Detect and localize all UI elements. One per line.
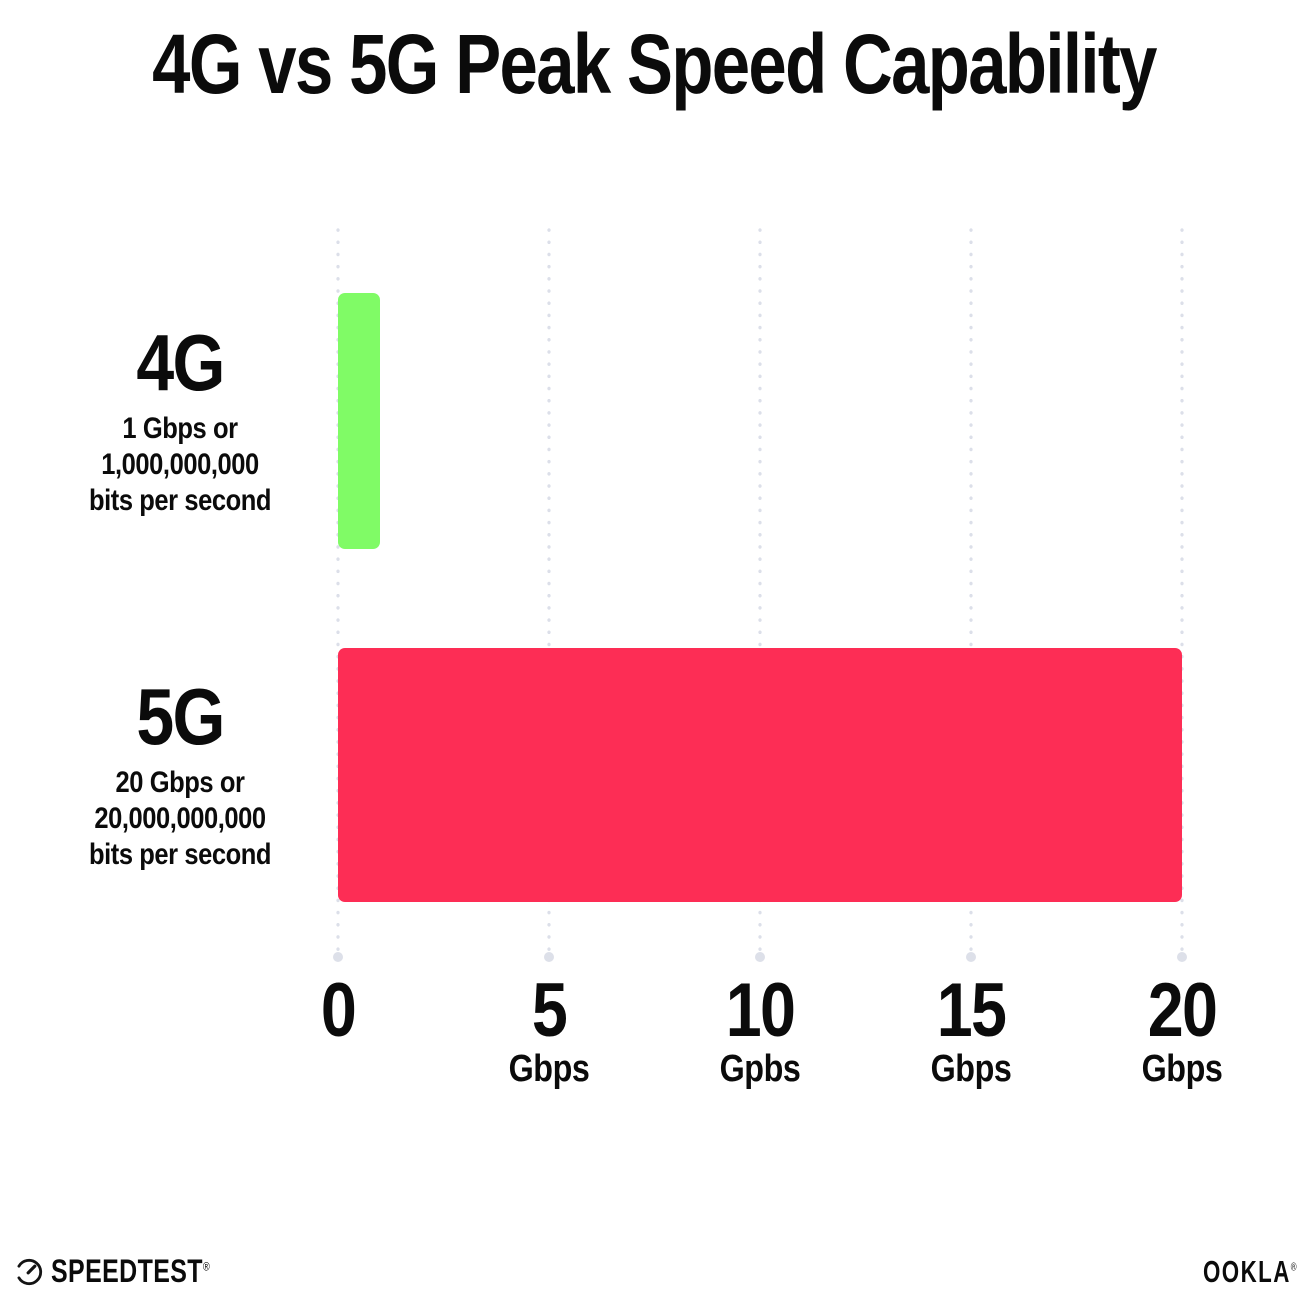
- x-tick-15: 15 Gbps: [930, 968, 1012, 1090]
- tick-value: 15: [936, 968, 1007, 1053]
- x-tick-20: 20 Gbps: [1141, 968, 1223, 1090]
- tick-value: 0: [320, 968, 357, 1053]
- bar-4g: [338, 293, 381, 549]
- row-label-4g: 4G 1 Gbps or 1,000,000,000 bits per second: [53, 323, 308, 519]
- tick-unit: Gbps: [1141, 1048, 1223, 1090]
- plot-area: [336, 224, 1184, 958]
- category-sublabel-line: 1 Gbps or: [122, 412, 238, 445]
- speedtest-logo: SPEEDTEST®: [14, 1253, 255, 1290]
- x-tick-0: 0: [320, 968, 357, 1053]
- gridline-0: [336, 224, 340, 958]
- ookla-wordmark-text: OOKLA: [1202, 1254, 1291, 1289]
- gridline-10: [758, 224, 762, 958]
- tick-unit: Gbps: [508, 1048, 590, 1090]
- row-label-5g: 5G 20 Gbps or 20,000,000,000 bits per secon…: [53, 677, 308, 873]
- gridline-5: [547, 224, 551, 958]
- ookla-logo: OOKLA®: [1203, 1254, 1298, 1290]
- tick-unit: Gbps: [930, 1048, 1012, 1090]
- x-tick-10: 10 Gpbs: [719, 968, 801, 1090]
- category-sublabel-line: bits per second: [88, 484, 272, 517]
- gridline-15: [969, 224, 973, 958]
- chart-title: 4G vs 5G Peak Speed Capability: [152, 17, 1157, 111]
- gridline-20: [1180, 224, 1184, 958]
- category-label: 4G: [136, 318, 225, 407]
- registered-trademark-icon: ®: [1290, 1261, 1298, 1274]
- registered-trademark-icon: ®: [202, 1259, 211, 1274]
- bar-5g: [338, 648, 1182, 902]
- category-label: 5G: [136, 672, 225, 761]
- row-labels: 4G 1 Gbps or 1,000,000,000 bits per second 5…: [0, 0, 340, 1315]
- speedtest-wordmark-text: SPEEDTEST: [51, 1253, 203, 1289]
- category-sublabel-line: bits per second: [88, 838, 272, 871]
- tick-value: 20: [1147, 968, 1218, 1053]
- category-sublabel-line: 20,000,000,000: [94, 802, 266, 835]
- tick-value: 5: [531, 968, 568, 1053]
- speedtest-wordmark: SPEEDTEST®: [51, 1253, 210, 1290]
- category-sublabel-line: 1,000,000,000: [101, 448, 259, 481]
- tick-value: 10: [725, 968, 796, 1053]
- speedometer-icon: [14, 1257, 44, 1287]
- x-tick-5: 5 Gbps: [508, 968, 590, 1090]
- x-axis: 0 5 Gbps 10 Gpbs 15 Gbps 20 Gbps: [321, 968, 1223, 1105]
- category-sublabel-line: 20 Gbps or: [115, 766, 245, 799]
- tick-unit: Gpbs: [719, 1048, 801, 1090]
